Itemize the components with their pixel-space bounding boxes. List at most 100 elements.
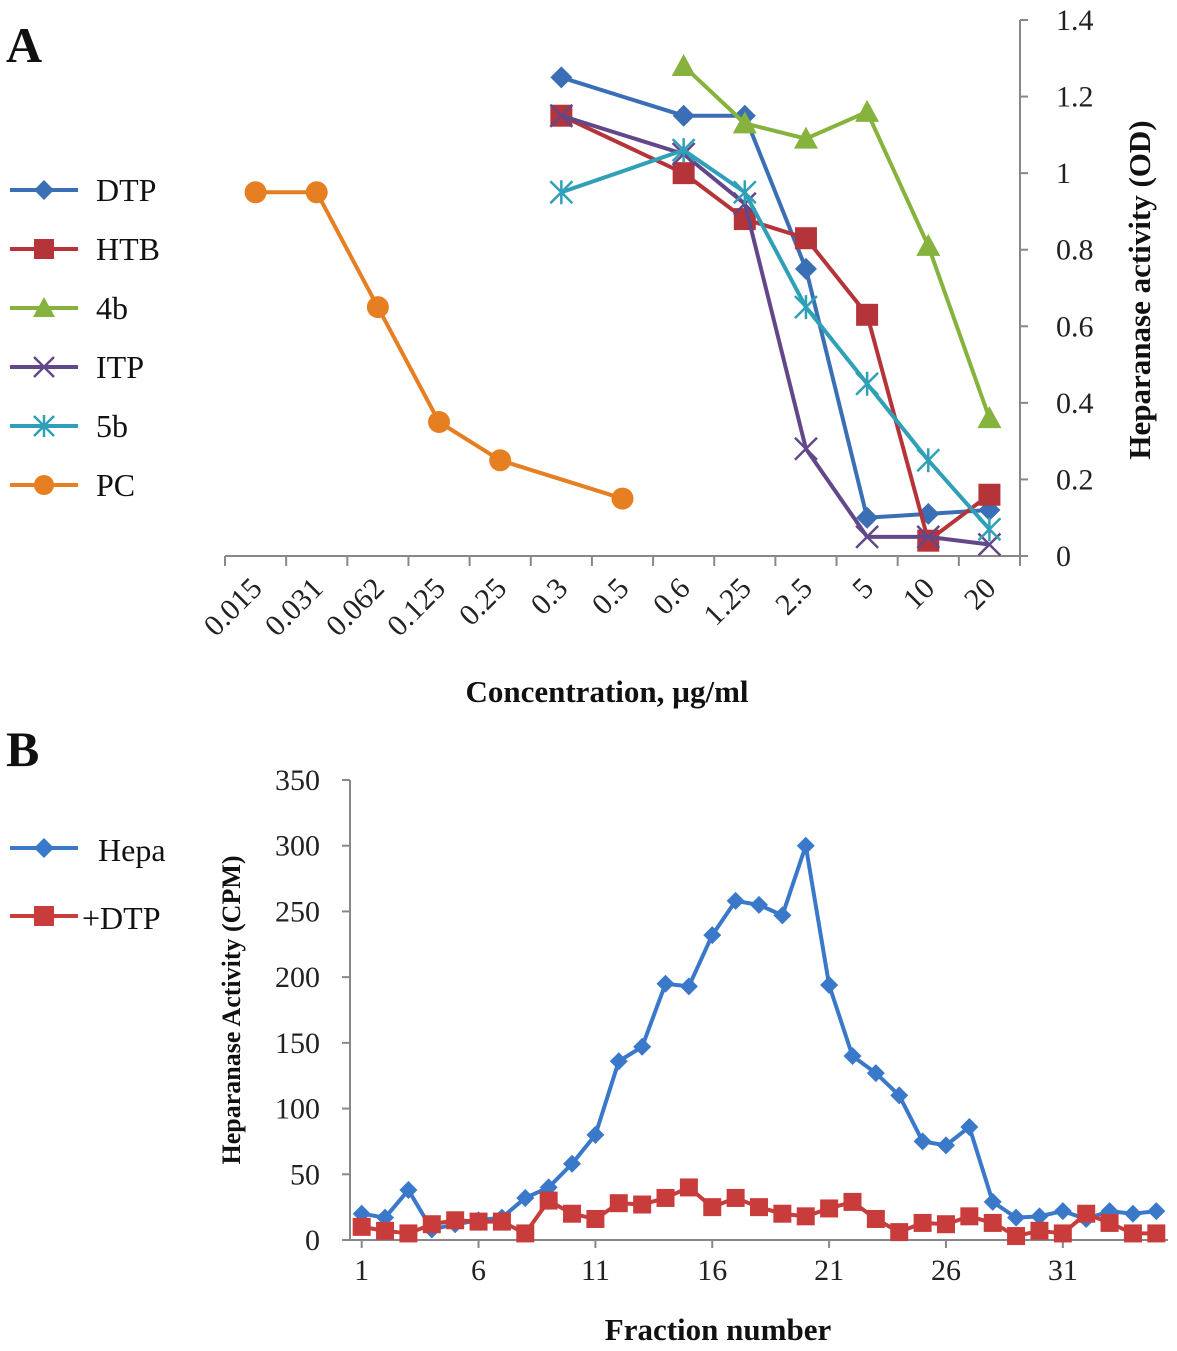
series-5b-point — [732, 180, 757, 205]
legend-marker — [34, 906, 54, 926]
series-hepa-point — [983, 1192, 1002, 1211]
series-hepa-point — [656, 974, 675, 993]
panel-a-x-tick-label: 5 — [846, 572, 880, 606]
legend-marker — [33, 356, 55, 378]
series-dtp-point — [1007, 1227, 1026, 1246]
series-dtp-point — [399, 1224, 418, 1243]
legend-label: 5b — [96, 408, 128, 444]
series-dtp-point — [492, 1212, 511, 1231]
series-dtp-point — [843, 1192, 862, 1211]
series-hepa-point — [1030, 1207, 1049, 1226]
series-4b-point — [916, 233, 941, 256]
series-dtp-point — [1100, 1213, 1119, 1232]
series-hepa-point — [913, 1132, 932, 1151]
series-dtp-point — [703, 1198, 722, 1217]
legend-label: Hepa — [98, 832, 166, 868]
panel-b-y-tick-label: 150 — [275, 1027, 320, 1060]
series-pc-point — [305, 181, 328, 204]
panel-a-y-ticks: 0 0.2 0.4 0.6 0.8 1 1.2 1.4 — [1020, 4, 1094, 573]
panel-a-y-tick-label: 0.8 — [1056, 234, 1094, 267]
series-dtp-point — [794, 257, 817, 280]
panel-b-x-tick-label: 21 — [814, 1254, 844, 1287]
series-5b-point — [977, 517, 1002, 542]
panel-b-x-ticks: 1 6 11 16 21 26 31 — [354, 1240, 1078, 1287]
panel-a-x-tick-label: 0.3 — [524, 572, 574, 622]
panel-a-y-tick-label: 1 — [1056, 157, 1071, 190]
series-dtp — [550, 66, 1001, 529]
series-4b — [671, 53, 1002, 429]
series-htb-point — [978, 483, 1001, 506]
panel-a-y-tick-label: 0 — [1056, 540, 1071, 573]
panel-b-letter: B — [6, 721, 39, 777]
series-dtp-point — [866, 1209, 885, 1228]
series-dtp-point — [469, 1212, 488, 1231]
series-dtp-point — [609, 1194, 628, 1213]
series-itp-point — [916, 524, 941, 549]
series-hepa-point — [679, 977, 698, 996]
legend-item-dtp: DTP — [10, 172, 156, 208]
series-dtp-point — [586, 1209, 605, 1228]
series-hepa-point — [866, 1064, 885, 1083]
series-dtp-point — [679, 1178, 698, 1197]
series-hepa-point — [726, 891, 745, 910]
legend-marker — [33, 297, 55, 317]
series-hepa-point — [843, 1047, 862, 1065]
series-dtp-point — [1053, 1224, 1072, 1243]
panel-a-y-tick-label: 0.2 — [1056, 463, 1094, 496]
series-htb — [550, 104, 1001, 552]
series-pc-point — [428, 411, 451, 433]
series-5b — [549, 138, 1002, 542]
series-hepa-point — [516, 1188, 535, 1207]
panel-a-x-tick-label: 0.015 — [197, 572, 268, 643]
series-pc — [244, 181, 634, 510]
legend-label: +DTP — [82, 900, 161, 936]
series-itp-point — [855, 524, 879, 549]
series-itp-line — [560, 113, 990, 547]
series-dtp — [352, 1178, 1166, 1246]
series-pc-line — [255, 190, 624, 501]
panel-b-x-tick-label: 16 — [697, 1254, 727, 1287]
panel-a-y-tick-label: 0.4 — [1056, 387, 1094, 420]
panel-a-x-tick-label: 1.25 — [697, 572, 757, 632]
series-4b-point — [793, 126, 818, 149]
legend-item-pc: PC — [10, 467, 135, 503]
series-dtp-point — [1147, 1224, 1166, 1243]
panel-a-x-tick-label: 20 — [958, 572, 1003, 617]
panel-a-y-axis-title: Heparanase activity (OD) — [1122, 120, 1157, 459]
series-htb-point — [794, 227, 817, 250]
panel-a-x-tick-label: 0.125 — [381, 572, 452, 643]
series-dtp-point — [856, 506, 879, 529]
panel-b-x-tick-label: 1 — [354, 1254, 369, 1287]
series-dtp-point — [750, 1198, 768, 1217]
legend-item-5b: 5b — [10, 408, 128, 444]
series-dtp-point — [960, 1207, 979, 1226]
series-dtp-line — [560, 75, 990, 520]
series-itp-point — [549, 103, 574, 128]
legend-item-itp: ITP — [10, 349, 144, 385]
series-4b-point — [732, 111, 757, 134]
series-4b-line — [682, 64, 992, 419]
panel-b-x-tick-label: 11 — [581, 1254, 610, 1287]
series-pc-point — [611, 487, 634, 510]
panel-b-y-ticks: 0 50 100 150 200 250 300 350 — [275, 764, 350, 1257]
legend-marker — [34, 838, 54, 858]
legend-item-htb: HTB — [10, 231, 160, 267]
series-hepa-point — [703, 926, 722, 945]
series-hepa-point — [586, 1125, 605, 1144]
series-5b-point — [671, 138, 696, 163]
panel-a-letter: A — [6, 17, 42, 73]
series-dtp-point — [1077, 1204, 1096, 1223]
series-4b-point — [855, 99, 880, 122]
series-5b-line — [560, 148, 991, 531]
series-hepa-point — [1147, 1202, 1166, 1221]
series-hepa-point — [563, 1154, 582, 1173]
series-dtp-point — [1123, 1224, 1142, 1243]
panel-a-x-tick-label: 10 — [897, 572, 942, 617]
series-dtp-point — [352, 1217, 371, 1236]
series-dtp-point — [820, 1199, 839, 1218]
series-hepa-point — [820, 976, 839, 995]
series-hepa — [352, 836, 1166, 1239]
series-dtp-point — [516, 1224, 535, 1243]
legend-marker — [33, 415, 55, 437]
panel-a-x-tick-label: 0.031 — [259, 572, 330, 643]
